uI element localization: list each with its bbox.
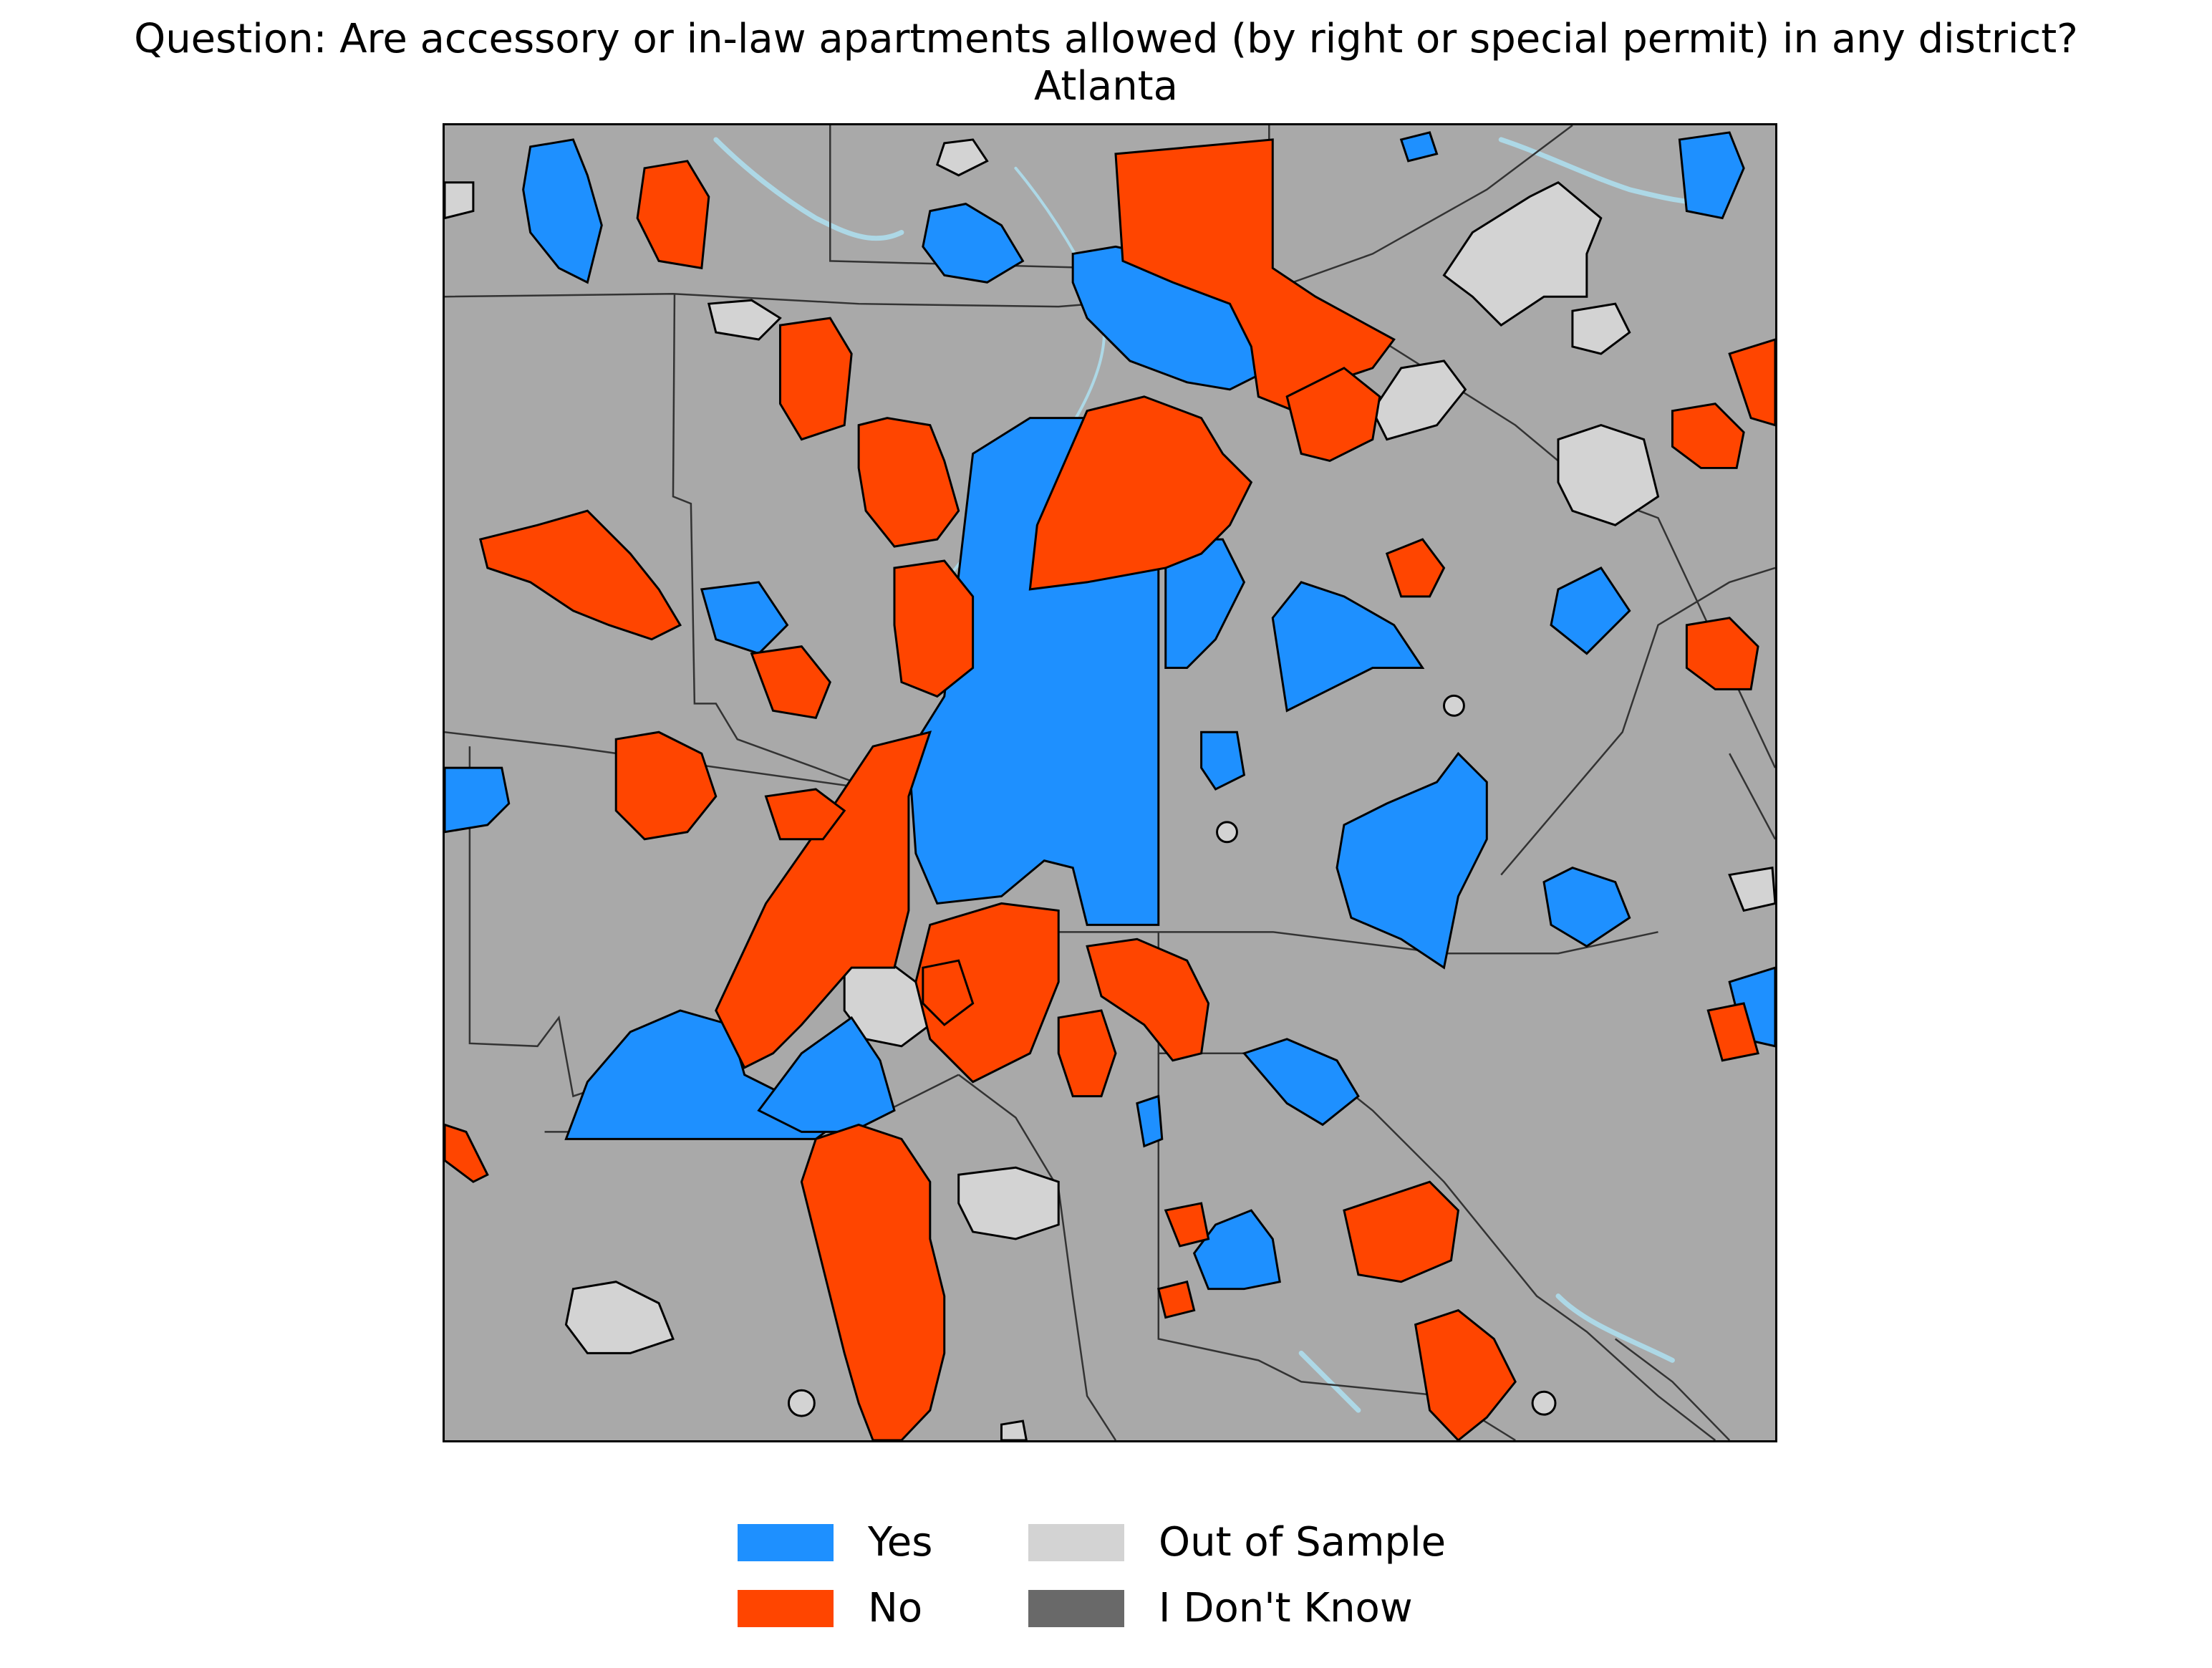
out-of-sample-area [957,1166,1060,1240]
no-area-west-2 [614,731,718,841]
legend-item-yes: Yes [738,1521,932,1564]
legend-label-yes: Yes [868,1519,933,1566]
county-line [445,125,1573,308]
out-of-sample-area [1531,1390,1557,1416]
out-of-sample-area [1571,302,1631,355]
yes-area-west [445,766,511,834]
yes-area-central-2 [1200,731,1246,791]
out-of-sample-area [935,138,989,177]
no-area-west-5 [922,959,975,1026]
no-area-northwest [857,417,960,548]
out-of-sample-area [1371,360,1467,441]
out-of-sample-area [1728,866,1775,912]
yes-area-northeast [1678,131,1745,220]
legend-swatch-yes [738,1524,834,1561]
out-of-sample-area [445,181,475,220]
no-area-southeast [1343,1180,1460,1283]
yes-area-west-2 [700,581,789,655]
question-title: Question: Are accessory or in-law apartm… [134,16,2078,62]
out-of-sample-area [787,1389,816,1417]
county-line [445,731,874,791]
no-area-northwest-4 [636,160,710,270]
no-area-west-edge [445,1123,489,1183]
no-area-south-central [914,902,1060,1084]
yes-area-east-2 [1550,567,1631,655]
legend-label-no: No [868,1585,923,1631]
legend-item-dont-know: I Don't Know [1028,1587,1413,1630]
no-area-north-3 [1285,367,1381,463]
legend-label-out-of-sample: Out of Sample [1159,1519,1447,1566]
map-area [443,123,1777,1442]
no-regions [445,138,1775,1440]
no-area-south-2 [1086,937,1210,1062]
county-line [1157,932,1716,1440]
no-area-south [800,1123,946,1440]
county-line [1729,753,1775,840]
yes-area-east [1271,581,1425,713]
out-of-sample-area [1000,1419,1028,1440]
no-area-northwest-2 [778,317,853,441]
no-area-west [479,509,682,641]
out-of-sample-area [707,299,782,341]
yes-area-central-east [1164,538,1246,670]
no-area-west-4 [750,645,831,719]
out-of-sample-area [1557,424,1660,526]
no-area-east [1385,538,1446,598]
map-svg [445,125,1775,1440]
legend-item-out-of-sample: Out of Sample [1028,1521,1446,1564]
out-of-sample-area [564,1281,675,1354]
yes-area-southeast [1336,751,1488,970]
out-of-sample-area [1216,821,1238,844]
region-title: Atlanta [1034,63,1178,110]
yes-area-far-east [1542,866,1631,948]
no-area-east-3 [1671,402,1745,469]
lake-north [713,137,904,241]
yes-area-south-central [1192,1209,1281,1291]
no-area-north-2 [1028,395,1253,591]
legend-label-dont-know: I Don't Know [1159,1585,1413,1631]
no-area-south-4 [1164,1202,1210,1248]
out-of-sample-area [1442,694,1465,717]
no-area-east-4 [1728,338,1775,427]
no-area-south-3 [1057,1009,1117,1098]
legend-item-no: No [738,1587,922,1630]
legend: Yes No Out of Sample I Don't Know [738,1521,1497,1657]
no-area-northwest-3 [893,559,975,698]
yes-area-northwest-2 [922,203,1025,284]
out-of-sample-area [1442,180,1603,327]
out-of-sample-regions [445,138,1775,1440]
no-area-southeast-2 [1414,1308,1517,1440]
yes-regions [445,131,1775,1291]
legend-swatch-no [738,1590,834,1627]
county-line [672,294,874,791]
yes-area-small [1136,1094,1164,1148]
no-area-east-2 [1685,617,1759,690]
legend-swatch-out-of-sample [1028,1524,1124,1561]
county-line [957,1074,1117,1440]
county-line [1500,567,1775,876]
legend-swatch-dont-know [1028,1590,1124,1627]
no-area-far-east [1706,1002,1759,1062]
yes-area-south-2 [1242,1038,1360,1127]
yes-area-northwest [522,138,603,284]
yes-area-southwest-2 [757,1016,896,1133]
lake-southeast [1555,1293,1675,1363]
no-area-south-small [1156,1280,1196,1319]
chart-title: Question: Are accessory or in-law apartm… [0,16,2212,110]
yes-area-small-2 [1399,131,1439,163]
no-area-west-3 [764,788,846,841]
county-line [1614,1338,1731,1440]
